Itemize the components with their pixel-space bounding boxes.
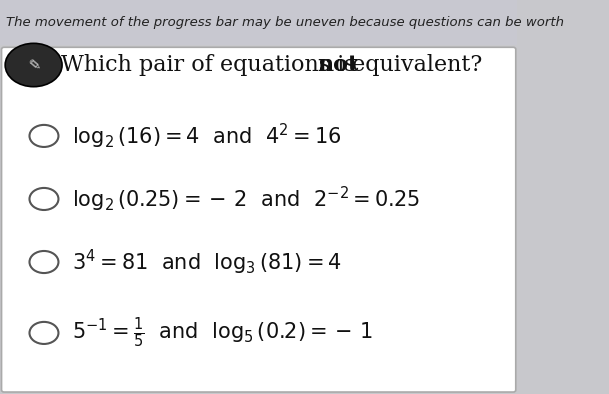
FancyBboxPatch shape [0,0,517,45]
Circle shape [29,251,58,273]
Text: $3^4 = 81\ \ \mathrm{and}\ \ \log_3(81) = 4$: $3^4 = 81\ \ \mathrm{and}\ \ \log_3(81) … [72,247,342,277]
Text: The movement of the progress bar may be uneven because questions can be worth: The movement of the progress bar may be … [6,16,564,29]
Text: Which pair of equations is: Which pair of equations is [61,54,363,76]
FancyBboxPatch shape [2,47,516,392]
Text: not: not [317,54,358,76]
Circle shape [29,322,58,344]
Text: $5^{-1} = \frac{1}{5}\ \ \mathrm{and}\ \ \log_5(0.2) = -\,1$: $5^{-1} = \frac{1}{5}\ \ \mathrm{and}\ \… [72,316,374,350]
Circle shape [29,188,58,210]
Circle shape [5,43,62,87]
Text: $\log_2(16) = 4\ \ \mathrm{and}\ \ 4^2 = 16$: $\log_2(16) = 4\ \ \mathrm{and}\ \ 4^2 =… [72,121,342,151]
Text: $\log_2(0.25) = -\,2\ \ \mathrm{and}\ \ 2^{-2} = 0.25$: $\log_2(0.25) = -\,2\ \ \mathrm{and}\ \ … [72,184,420,214]
Text: equivalent?: equivalent? [345,54,482,76]
Text: ✏: ✏ [24,55,43,75]
Circle shape [29,125,58,147]
